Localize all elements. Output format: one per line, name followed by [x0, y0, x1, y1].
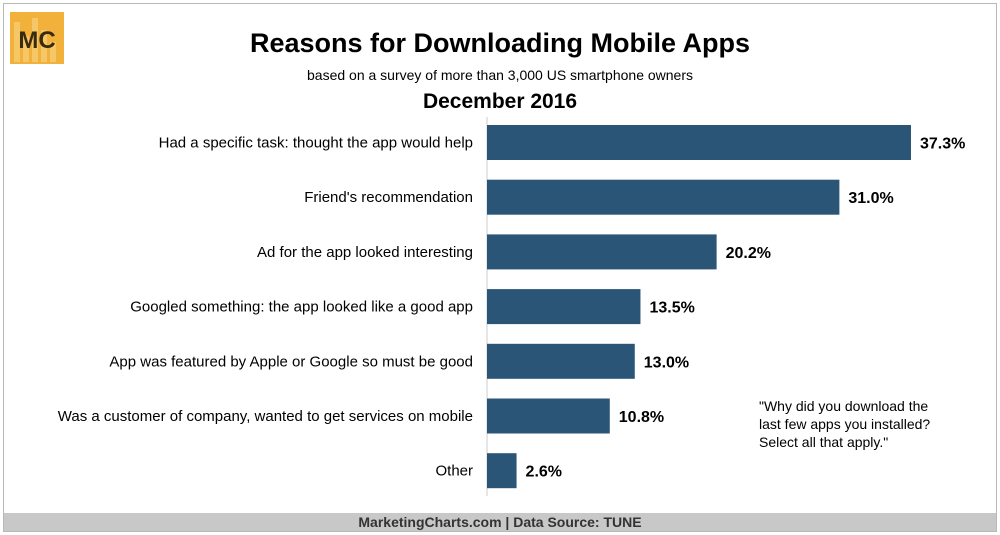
- bar: [487, 453, 517, 489]
- data-label: 2.6%: [526, 464, 562, 481]
- data-label: 13.5%: [649, 300, 694, 317]
- category-label: Friend's recommendation: [304, 189, 473, 206]
- category-label: Had a specific task: thought the app wou…: [159, 135, 473, 152]
- bar-chart: Had a specific task: thought the app wou…: [58, 117, 965, 496]
- data-label: 10.8%: [619, 409, 664, 426]
- category-label: Other: [435, 463, 473, 480]
- data-label: 20.2%: [726, 245, 771, 262]
- data-label: 13.0%: [644, 354, 689, 371]
- category-label: Googled something: the app looked like a…: [130, 299, 473, 316]
- bar: [487, 398, 610, 434]
- chart-subtitle: based on a survey of more than 3,000 US …: [307, 67, 693, 83]
- bar: [487, 289, 641, 325]
- survey-question-note: "Why did you download the last few apps …: [759, 398, 931, 450]
- data-label: 37.3%: [920, 136, 965, 153]
- category-label: Ad for the app looked interesting: [257, 244, 473, 261]
- bar: [487, 343, 635, 379]
- category-label: Was a customer of company, wanted to get…: [58, 408, 473, 425]
- bar: [487, 125, 911, 160]
- footer-source: MarketingCharts.com | Data Source: TUNE: [4, 513, 996, 531]
- svg-text:MC: MC: [18, 27, 55, 54]
- bar: [487, 179, 840, 215]
- chart-frame: MC Reasons for Downloading Mobile Apps b…: [3, 3, 997, 532]
- data-label: 31.0%: [848, 190, 893, 207]
- category-label: App was featured by Apple or Google so m…: [109, 353, 473, 370]
- chart-title: Reasons for Downloading Mobile Apps: [249, 28, 750, 58]
- marketingcharts-logo: MC: [10, 12, 64, 64]
- bar: [487, 234, 717, 270]
- chart-period: December 2016: [422, 90, 578, 113]
